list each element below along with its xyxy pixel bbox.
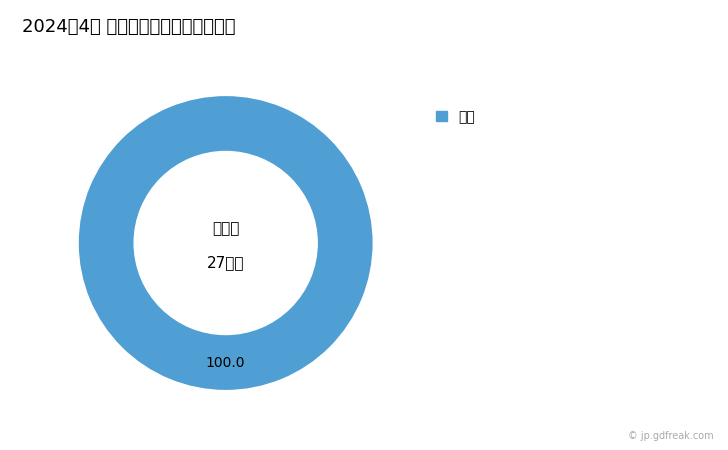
Text: 総　額: 総 額 [212,221,240,236]
Wedge shape [78,95,373,391]
Legend: 米国: 米国 [435,110,475,124]
Text: © jp.gdfreak.com: © jp.gdfreak.com [628,431,713,441]
Text: 27万円: 27万円 [207,255,245,270]
Text: 2024年4月 輸出相手国のシェア（％）: 2024年4月 輸出相手国のシェア（％） [22,18,235,36]
Text: 100.0: 100.0 [206,356,245,369]
